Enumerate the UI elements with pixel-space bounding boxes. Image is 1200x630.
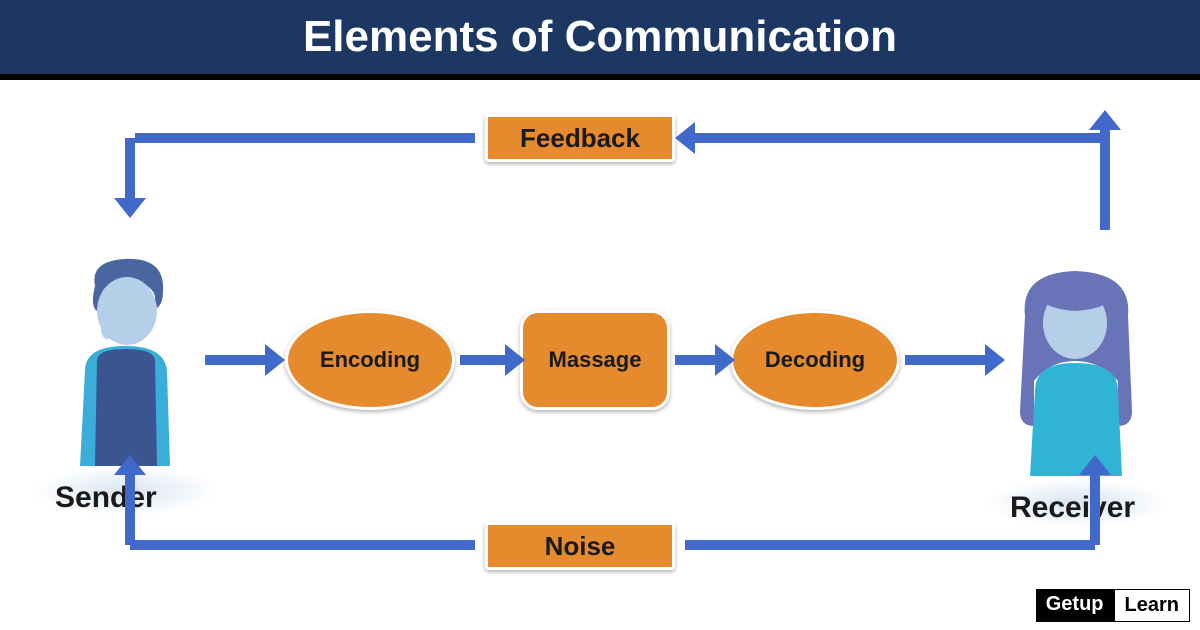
diagram-canvas: Sender Receiver Feedback Encoding Massage D… [0,86,1200,630]
node-encoding: Encoding [285,310,455,410]
arrow-segment [205,355,265,365]
sender-label: Sender [55,481,157,515]
arrow-head [1079,455,1111,475]
arrow-head [505,344,525,376]
arrow-head [675,122,695,154]
arrow-head [985,344,1005,376]
arrow-segment [695,133,1105,143]
node-message: Massage [520,310,670,410]
receiver-avatar [1000,261,1150,481]
node-feedback: Feedback [485,114,675,162]
arrow-head [1089,110,1121,130]
logo-part-1: Getup [1036,589,1114,622]
arrow-segment [130,540,475,550]
arrow-segment [460,355,505,365]
sender-avatar [55,251,195,471]
arrow-segment [135,133,475,143]
page-title: Elements of Communication [303,12,897,62]
node-noise: Noise [485,522,675,570]
arrow-segment [675,355,715,365]
arrow-head [265,344,285,376]
arrow-segment [1090,475,1100,545]
arrow-head [114,198,146,218]
arrow-segment [905,355,985,365]
arrow-head [715,344,735,376]
logo-part-2: Learn [1114,589,1190,622]
arrow-segment [125,475,135,545]
header-bar: Elements of Communication [0,0,1200,80]
receiver-label: Receiver [1010,491,1135,525]
arrow-head [114,455,146,475]
brand-logo: Getup Learn [1036,589,1190,622]
arrow-segment [685,540,1095,550]
arrow-segment [125,138,135,198]
node-decoding: Decoding [730,310,900,410]
arrow-segment [1100,130,1110,230]
